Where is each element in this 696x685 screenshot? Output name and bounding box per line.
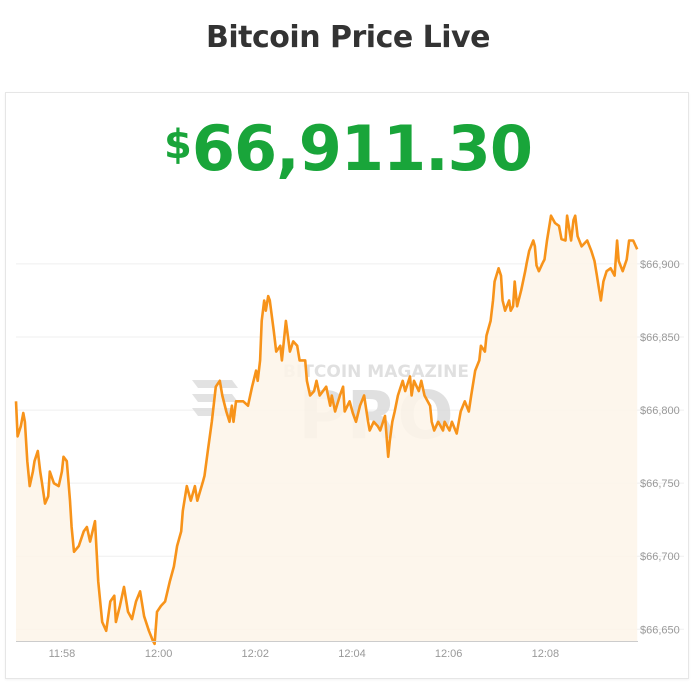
price-value: 66,911.30 bbox=[191, 112, 533, 185]
x-tick-label: 12:08 bbox=[532, 648, 560, 660]
x-tick-label: 12:02 bbox=[242, 648, 270, 660]
page-title: Bitcoin Price Live bbox=[206, 20, 490, 55]
y-tick-label: $66,700 bbox=[640, 551, 680, 563]
currency-symbol: $ bbox=[164, 122, 192, 168]
y-tick-label: $66,750 bbox=[640, 478, 680, 490]
y-tick-label: $66,650 bbox=[640, 624, 680, 636]
x-tick-label: 12:04 bbox=[338, 648, 366, 660]
y-tick-label: $66,900 bbox=[640, 259, 680, 271]
y-tick-label: $66,800 bbox=[640, 405, 680, 417]
x-tick-label: 11:58 bbox=[49, 648, 76, 660]
x-tick-label: 12:06 bbox=[435, 648, 463, 660]
price-line bbox=[14, 214, 639, 646]
current-price: $66,911.30 bbox=[0, 112, 696, 185]
chart-card bbox=[5, 92, 689, 679]
y-axis-ticks: $66,650 $66,700 $66,750 $66,800 $66,850 $66,9… bbox=[640, 259, 680, 636]
y-tick-label: $66,850 bbox=[640, 332, 680, 344]
x-axis-ticks: 11:58 12:00 12:02 12:04 12:06 12:08 bbox=[49, 648, 560, 660]
price-area-fill bbox=[16, 215, 638, 644]
x-tick-label: 12:00 bbox=[145, 648, 173, 660]
watermark-line1: BITCOIN MAGAZINE bbox=[283, 362, 469, 382]
